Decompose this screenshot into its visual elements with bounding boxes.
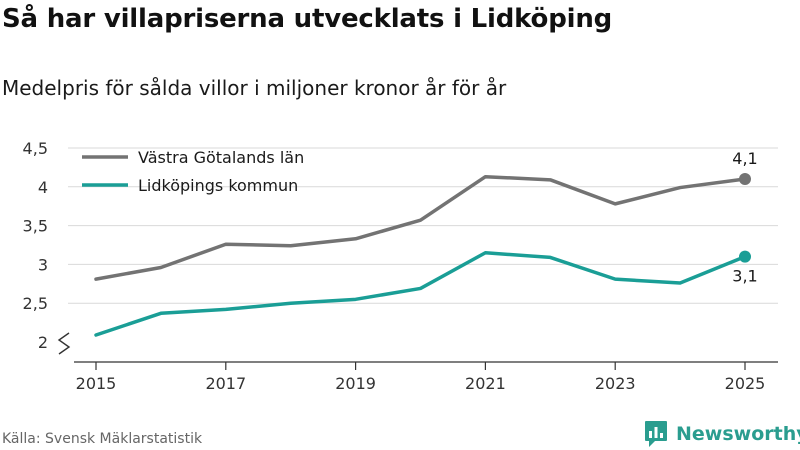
legend-label: Västra Götalands län: [138, 148, 304, 167]
x-tick-label: 2025: [725, 374, 766, 393]
line-chart: 2 2,5 3 3,5 4 4,5 2015 2017 2019 2021 2023 2025 4,1…: [23, 139, 778, 393]
x-tick-label: 2023: [595, 374, 636, 393]
legend-label: Lidköpings kommun: [138, 176, 298, 195]
y-tick-label: 3: [38, 255, 48, 274]
chart-subtitle: Medelpris för sålda villor i miljoner kr…: [2, 76, 507, 100]
series-line-0: [94, 174, 747, 281]
gridlines: [68, 147, 778, 304]
y-tick-label: 4: [38, 178, 48, 197]
data-label: 4,1: [732, 149, 757, 168]
data-label: 3,1: [732, 267, 757, 286]
series-end-marker: [739, 173, 751, 186]
y-tick-label: 2,5: [23, 294, 48, 313]
brand-name: Newsworthy: [676, 423, 800, 445]
axis-break-icon: [57, 332, 71, 355]
legend: Västra Götalands län Lidköpings kommun: [82, 148, 304, 195]
bar-chart-speech-bubble-icon: [645, 421, 667, 447]
series: 4,1 3,1: [94, 149, 758, 337]
x-tick-label: 2019: [335, 374, 376, 393]
y-tick-label: 3,5: [23, 217, 48, 236]
y-tick-label: 4,5: [23, 139, 48, 158]
x-tick-label: 2015: [76, 374, 117, 393]
y-tick-label: 2: [38, 333, 48, 352]
series-line-1: [94, 251, 747, 337]
brand-logo: Newsworthy: [644, 420, 800, 448]
x-tick-label: 2017: [205, 374, 246, 393]
chart-title: Så har villapriserna utvecklats i Lidköp…: [2, 4, 613, 34]
source-note: Källa: Svensk Mäklarstatistik: [2, 431, 203, 447]
axes: 2 2,5 3 3,5 4 4,5 2015 2017 2019 2021 2023 2025: [23, 139, 778, 393]
x-tick-label: 2021: [465, 374, 506, 393]
series-end-marker: [739, 250, 751, 263]
